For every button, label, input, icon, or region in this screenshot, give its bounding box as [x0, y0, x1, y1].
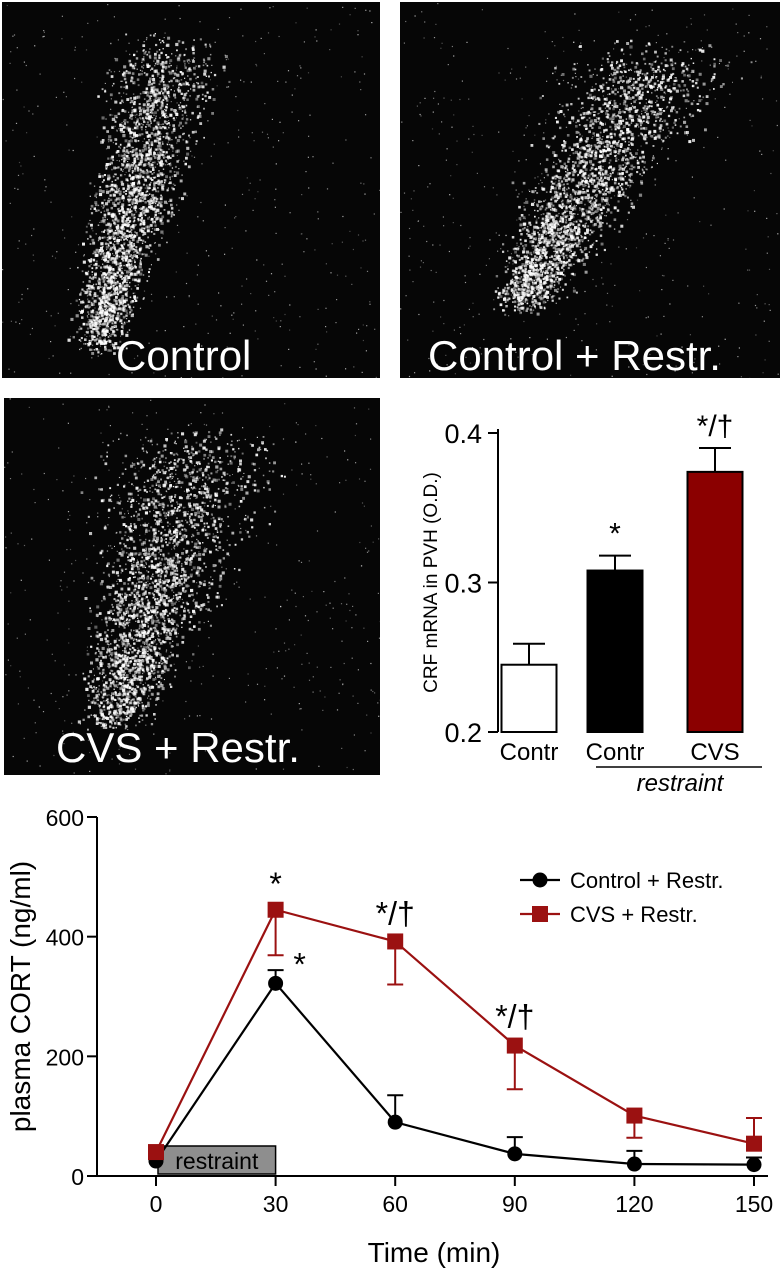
x-tick-label: 150 [735, 1191, 773, 1217]
x-tick-label: 30 [263, 1191, 289, 1217]
panel-label-control-restraint: Control + Restr. [428, 332, 721, 378]
bar [586, 569, 644, 733]
plasma-cort-line-chart: 0 200 400 600 0 30 60 90 120 150 Time (min) plasma … [5, 805, 773, 1268]
legend-marker [532, 906, 548, 922]
category-label: Contr [500, 739, 559, 766]
legend-label: Control + Restr. [570, 868, 723, 893]
x-tick-label: 120 [615, 1191, 653, 1217]
restraint-period-box [157, 1145, 277, 1175]
data-point [268, 975, 284, 991]
significance-mark: */† [495, 999, 534, 1035]
crf-mrna-bar-chart: 0.2 0.3 0.4 CRF mRNA in PVH (O.D.) Contr Cont… [421, 410, 762, 797]
panel-label-cvs-restraint: CVS + Restr. [56, 724, 300, 771]
significance-mark: */† [697, 410, 734, 443]
series-line [155, 908, 755, 1153]
data-point [507, 1146, 523, 1162]
data-point [387, 933, 404, 950]
micrograph-texture [2, 4, 380, 378]
data-point [746, 1135, 763, 1152]
x-axis-label: Time (min) [368, 1237, 501, 1268]
panel-label-control: Control [116, 332, 252, 378]
micrograph-cvs-restraint: CVS + Restr. [4, 398, 380, 775]
significance-mark: * [293, 947, 305, 983]
data-point [148, 1144, 164, 1161]
data-point [626, 1107, 643, 1124]
x-tick-label: 90 [502, 1191, 528, 1217]
y-tick-label: 600 [46, 805, 84, 831]
significance-mark: */† [376, 896, 415, 932]
y-tick-label: 400 [46, 925, 84, 951]
legend-label: CVS + Restr. [570, 902, 698, 927]
legend-marker [532, 872, 548, 888]
series-line [155, 981, 755, 1166]
x-tick-label: 60 [382, 1191, 408, 1217]
significance-mark: * [609, 518, 621, 551]
micrograph-texture [4, 398, 380, 775]
y-axis-label: plasma CORT (ng/ml) [5, 861, 36, 1132]
data-point [267, 901, 284, 918]
y-tick-label: 0.4 [444, 419, 482, 449]
data-point [387, 1114, 403, 1130]
micrograph-texture [400, 3, 779, 378]
group-label: restraint [637, 770, 725, 797]
y-tick-label: 0.3 [444, 569, 482, 599]
data-point [506, 1037, 523, 1054]
y-tick-label: 200 [46, 1044, 84, 1070]
y-tick-label: 0.2 [444, 718, 482, 748]
category-label: CVS [690, 739, 739, 766]
significance-mark: * [269, 866, 281, 902]
bar [500, 663, 558, 734]
y-tick-label: 0 [71, 1164, 84, 1190]
micrograph-control-restraint: Control + Restr. [400, 2, 780, 378]
micrograph-control: Control [2, 2, 380, 378]
data-point [626, 1156, 642, 1172]
restraint-period-label: restraint [175, 1148, 259, 1174]
y-axis-label: CRF mRNA in PVH (O.D.) [421, 472, 442, 693]
x-tick-label: 0 [150, 1191, 163, 1217]
category-label: Contr [586, 739, 645, 766]
bar [686, 470, 744, 734]
data-point [746, 1157, 762, 1173]
